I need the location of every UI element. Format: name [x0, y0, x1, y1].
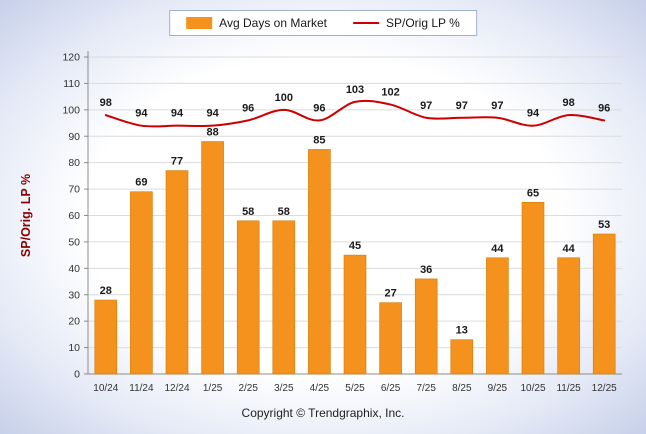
bar-value-label: 69 — [135, 177, 147, 189]
y-axis-title: SP/Orig. LP % — [19, 174, 33, 257]
line-swatch-icon — [353, 22, 380, 24]
line-value-label: 103 — [346, 84, 364, 96]
bar-value-label: 85 — [313, 134, 325, 146]
bar — [236, 220, 260, 375]
y-axis-tick-label: 100 — [62, 104, 80, 116]
bar — [450, 339, 474, 375]
x-axis-category-label: 12/24 — [164, 383, 189, 394]
bar-value-label: 44 — [562, 243, 575, 255]
line-value-label: 97 — [420, 100, 432, 112]
legend: Avg Days on Market SP/Orig LP % — [169, 10, 477, 36]
line-value-label: 94 — [171, 108, 184, 120]
y-axis-tick-label: 40 — [68, 263, 80, 275]
bar-value-label: 44 — [491, 243, 504, 255]
y-axis-tick-label: 0 — [74, 369, 80, 381]
bar — [486, 257, 509, 375]
legend-label-avg-days: Avg Days on Market — [219, 16, 328, 30]
x-axis-category-label: 6/25 — [381, 383, 401, 394]
line-value-label: 102 — [381, 87, 399, 99]
bar — [130, 191, 153, 375]
y-axis-tick-label: 90 — [68, 131, 80, 143]
x-axis-category-label: 8/25 — [452, 383, 472, 394]
bar-value-label: 53 — [598, 219, 610, 231]
x-axis-category-label: 7/25 — [416, 383, 436, 394]
x-axis-category-label: 3/25 — [274, 383, 294, 394]
x-axis-category-label: 4/25 — [310, 383, 330, 394]
x-axis-category-label: 1/25 — [203, 383, 223, 394]
y-axis-tick-label: 50 — [68, 236, 80, 248]
x-axis-category-label: 9/25 — [488, 383, 508, 394]
x-axis-category-label: 11/25 — [556, 383, 581, 394]
line-value-label: 98 — [562, 97, 574, 109]
x-axis-category-label: 10/25 — [520, 383, 545, 394]
line-value-label: 94 — [135, 108, 148, 120]
x-axis-category-label: 11/24 — [129, 383, 154, 394]
bar — [201, 141, 224, 375]
bar — [414, 278, 438, 375]
bar-swatch-icon — [186, 17, 213, 29]
line-value-label: 97 — [456, 100, 468, 112]
bar — [94, 299, 118, 375]
line-value-label: 96 — [598, 102, 610, 114]
y-axis-tick-label: 60 — [68, 210, 80, 222]
x-axis-category-label: 10/24 — [93, 383, 118, 394]
bar — [165, 170, 189, 375]
line-value-label: 97 — [491, 100, 503, 112]
y-axis-tick-label: 80 — [68, 157, 80, 169]
line-value-label: 96 — [313, 102, 325, 114]
line-value-label: 94 — [206, 108, 219, 120]
bar — [521, 201, 545, 375]
bar-value-label: 77 — [171, 156, 183, 168]
line-value-label: 94 — [527, 108, 540, 120]
bar-value-label: 58 — [278, 206, 290, 218]
bar-value-label: 27 — [384, 288, 396, 300]
x-axis-category-label: 12/25 — [592, 383, 617, 394]
copyright-text: Copyright © Trendgraphix, Inc. — [241, 406, 405, 420]
bar — [379, 302, 402, 375]
bar-value-label: 28 — [100, 285, 112, 297]
bar-value-label: 88 — [206, 127, 218, 139]
bar — [557, 257, 580, 375]
y-axis-tick-label: 70 — [68, 184, 80, 196]
line-value-label: 96 — [242, 102, 254, 114]
bar — [308, 149, 331, 375]
bar-value-label: 58 — [242, 206, 254, 218]
line-value-label: 98 — [100, 97, 112, 109]
bar-value-label: 13 — [456, 325, 468, 337]
bar — [592, 233, 616, 375]
legend-item-avg-days: Avg Days on Market — [186, 16, 327, 30]
y-axis-tick-label: 110 — [63, 78, 80, 90]
y-axis-tick-label: 30 — [68, 289, 80, 301]
legend-item-sp-orig-lp: SP/Orig LP % — [353, 16, 460, 30]
bar — [272, 220, 296, 375]
line-value-label: 100 — [275, 92, 293, 104]
trend-line — [104, 99, 606, 128]
bar — [343, 254, 367, 375]
bar-value-label: 65 — [527, 187, 539, 199]
y-axis-tick-label: 10 — [68, 342, 80, 354]
y-axis-tick-label: 20 — [68, 316, 80, 328]
bar-value-label: 45 — [349, 240, 361, 252]
bar-value-label: 36 — [420, 264, 432, 276]
x-axis-category-label: 2/25 — [238, 383, 258, 394]
y-axis-tick-label: 120 — [62, 52, 80, 64]
legend-label-sp-orig-lp: SP/Orig LP % — [386, 16, 460, 30]
x-axis-category-label: 5/25 — [345, 383, 365, 394]
